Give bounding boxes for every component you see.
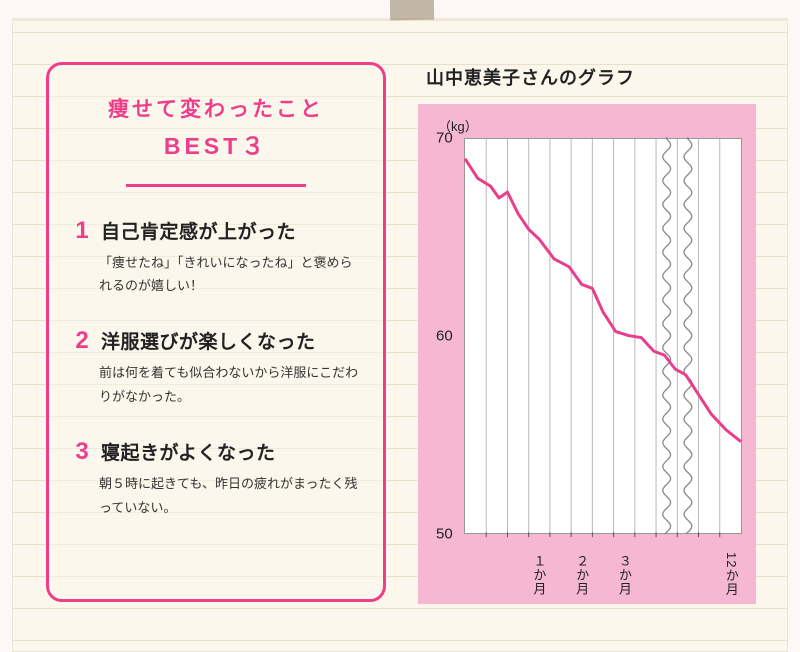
best3-title: 痩せて変わったこと BEST３ bbox=[71, 93, 361, 166]
chart-plot bbox=[464, 138, 742, 534]
best3-title-line2: BEST３ bbox=[164, 133, 268, 159]
best3-divider bbox=[126, 184, 306, 187]
best-item-title: 寝起きがよくなった bbox=[101, 438, 276, 465]
best-item-num: 3 bbox=[73, 438, 91, 466]
notebook-page: 痩せて変わったこと BEST３ 1 自己肯定感が上がった「痩せたね」「きれいになっ… bbox=[12, 18, 788, 652]
y-tick-label: 70 bbox=[436, 130, 453, 147]
best-item-desc: 朝５時に起きても、昨日の疲れがまったく残っていない。 bbox=[99, 472, 361, 519]
x-tick-label: １か月 bbox=[529, 554, 548, 596]
x-tick-label: ３か月 bbox=[615, 554, 634, 596]
best-item-title: 洋服選びが楽しくなった bbox=[101, 327, 316, 354]
best-item: 3 寝起きがよくなった朝５時に起きても、昨日の疲れがまったく残っていない。 bbox=[71, 438, 361, 519]
chart-title: 山中恵美子さんのグラフ bbox=[426, 64, 758, 90]
best-item-title: 自己肯定感が上がった bbox=[101, 217, 296, 244]
chart-svg bbox=[465, 139, 741, 532]
x-tick-label: 12か月 bbox=[722, 552, 741, 596]
best-item-desc: 「痩せたね」「きれいになったね」と褒められるのが嬉しい！ bbox=[99, 251, 361, 298]
best3-box: 痩せて変わったこと BEST３ 1 自己肯定感が上がった「痩せたね」「きれいになっ… bbox=[46, 62, 386, 602]
tape-decor bbox=[390, 0, 434, 20]
x-tick-label: ２か月 bbox=[572, 554, 591, 596]
y-tick-label: 50 bbox=[436, 526, 453, 543]
best-item-num: 1 bbox=[73, 217, 91, 245]
best-item: 1 自己肯定感が上がった「痩せたね」「きれいになったね」と褒められるのが嬉しい！ bbox=[71, 217, 361, 298]
chart-panel: （kg） 706050１か月２か月３か月12か月 bbox=[418, 104, 756, 604]
best-item: 2 洋服選びが楽しくなった前は何を着ても似合わないから洋服にこだわりがなかった。 bbox=[71, 327, 361, 408]
best-item-desc: 前は何を着ても似合わないから洋服にこだわりがなかった。 bbox=[99, 361, 361, 408]
y-tick-label: 60 bbox=[436, 328, 453, 345]
best-item-num: 2 bbox=[73, 327, 91, 355]
chart-wrap: 山中恵美子さんのグラフ （kg） 706050１か月２か月３か月12か月 bbox=[418, 64, 758, 604]
best3-title-line1: 痩せて変わったこと bbox=[108, 98, 324, 121]
